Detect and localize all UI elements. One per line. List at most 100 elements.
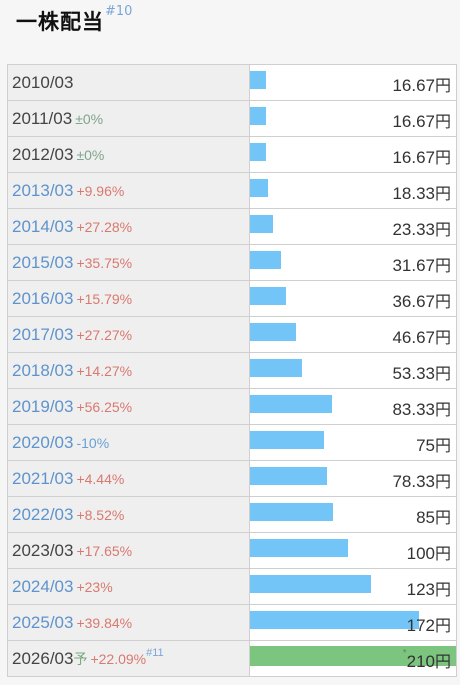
period-label[interactable]: 2014/03 (12, 216, 74, 236)
dividend-amount: 123円 (407, 576, 451, 600)
title-footnote-ref[interactable]: #10 (105, 4, 133, 19)
dividend-amount: 46.67円 (392, 324, 451, 348)
dividend-amount: 83.33円 (392, 396, 451, 420)
period-cell: 2011/03 ±0% (7, 100, 250, 137)
dividend-amount: 16.67円 (392, 108, 451, 132)
period-label[interactable]: 2015/03 (12, 252, 74, 272)
period-cell: 2010/03 (7, 64, 250, 101)
dividend-bar (250, 467, 327, 485)
bar-cell: 83.33円 (249, 388, 457, 425)
dividend-amount: 78.33円 (392, 468, 451, 492)
table-row: 2019/03 +56.25% 83.33円 (7, 388, 457, 425)
period-label[interactable]: 2022/03 (12, 504, 74, 524)
bar-cell: 85円 (249, 496, 457, 533)
table-row: 2014/03 +27.28% 23.33円 (7, 208, 457, 245)
dividend-bar (250, 431, 324, 449)
forecast-mark: 予 (73, 650, 88, 667)
amount-value: 16.67 (392, 148, 435, 167)
amount-value: 23.33 (392, 220, 435, 239)
period-label: 2012/03 (12, 144, 74, 164)
amount-unit: 円 (434, 222, 451, 239)
period-label[interactable]: 2020/03 (12, 432, 74, 452)
page-title: 一株配当 (16, 10, 104, 34)
amount-value: 78.33 (392, 472, 435, 491)
dividend-bar (250, 359, 302, 377)
dividend-amount: 16.67円 (392, 72, 451, 96)
amount-value: 36.67 (392, 292, 435, 311)
amount-unit: 円 (434, 510, 451, 527)
dividend-amount: 53.33円 (392, 360, 451, 384)
table-row: 2013/03 +9.96% 18.33円 (7, 172, 457, 209)
dividend-rows: 2010/03 16.67円 2011/03 ±0% 16.67円 2012/03 ±0% 1… (7, 64, 457, 677)
bar-cell: 123円 (249, 568, 457, 605)
period-label[interactable]: 2025/03 (12, 612, 74, 632)
change-rate: +27.27% (76, 326, 133, 343)
period-label[interactable]: 2017/03 (12, 324, 74, 344)
change-rate: +8.52% (76, 506, 125, 523)
amount-value: 31.67 (392, 256, 435, 275)
dividend-bar (250, 179, 268, 197)
period-cell: 2018/03 +14.27% (7, 352, 250, 389)
table-row: 2015/03 +35.75% 31.67円 (7, 244, 457, 281)
amount-unit: 円 (434, 546, 451, 563)
amount-value: 123 (406, 580, 435, 599)
bar-cell: 31.67円 (249, 244, 457, 281)
period-cell: 2022/03 +8.52% (7, 496, 250, 533)
dividend-bar (250, 323, 296, 341)
period-cell: 2025/03 +39.84% (7, 604, 250, 641)
bar-cell: 16.67円 (249, 100, 457, 137)
change-rate: +14.27% (76, 362, 133, 379)
period-label: 2023/03 (12, 540, 74, 560)
period-cell: 2024/03 +23% (7, 568, 250, 605)
bar-cell: 172円 (249, 604, 457, 641)
dividend-amount: 31.67円 (392, 252, 451, 276)
period-cell: 2013/03 +9.96% (7, 172, 250, 209)
table-row: 2017/03 +27.27% 46.67円 (7, 316, 457, 353)
amount-value: 210 (406, 652, 435, 671)
bar-cell: 23.33円 (249, 208, 457, 245)
dividend-table: 2010/03 16.67円 2011/03 ±0% 16.67円 2012/03 ±0% 1… (7, 64, 457, 677)
dividend-bar (250, 611, 419, 629)
dividend-bar (250, 287, 286, 305)
bar-cell: 18.33円 (249, 172, 457, 209)
period-label[interactable]: 2018/03 (12, 360, 74, 380)
dividend-bar (250, 251, 281, 269)
period-label: 2026/03 (12, 648, 74, 668)
bar-cell: 78.33円 (249, 460, 457, 497)
amount-unit: 円 (434, 78, 451, 95)
period-label[interactable]: 2016/03 (12, 288, 74, 308)
change-rate: +22.09% (90, 650, 147, 667)
amount-unit: 円 (434, 474, 451, 491)
change-rate: +23% (76, 578, 113, 595)
bar-cell: 36.67円 (249, 280, 457, 317)
period-label[interactable]: 2021/03 (12, 468, 74, 488)
period-label[interactable]: 2019/03 (12, 396, 74, 416)
amount-value: 16.67 (392, 112, 435, 131)
period-cell: 2014/03 +27.28% (7, 208, 250, 245)
change-rate: +56.25% (76, 398, 133, 415)
amount-value: 83.33 (392, 400, 435, 419)
amount-unit: 円 (434, 186, 451, 203)
amount-unit: 円 (434, 330, 451, 347)
change-rate: +35.75% (76, 254, 133, 271)
table-row: 2021/03 +4.44% 78.33円 (7, 460, 457, 497)
dividend-bar (250, 503, 333, 521)
change-rate: +15.79% (76, 290, 133, 307)
amount-value: 53.33 (392, 364, 435, 383)
dividend-bar (250, 71, 266, 89)
amount-unit: 円 (434, 402, 451, 419)
amount-value: 100 (406, 544, 435, 563)
footnote-ref[interactable]: #11 (146, 646, 164, 659)
period-label: 2010/03 (12, 72, 74, 92)
table-row: 2011/03 ±0% 16.67円 (7, 100, 457, 137)
period-label[interactable]: 2024/03 (12, 576, 74, 596)
period-label: 2011/03 (12, 108, 73, 128)
dividend-bar (250, 107, 266, 125)
table-row: 2025/03 +39.84% 172円 (7, 604, 457, 641)
amount-unit: 円 (434, 438, 451, 455)
amount-unit: 円 (434, 618, 451, 635)
dividend-bar (250, 395, 332, 413)
table-row: 2012/03 ±0% 16.67円 (7, 136, 457, 173)
period-label[interactable]: 2013/03 (12, 180, 74, 200)
table-row: 2010/03 16.67円 (7, 64, 457, 101)
